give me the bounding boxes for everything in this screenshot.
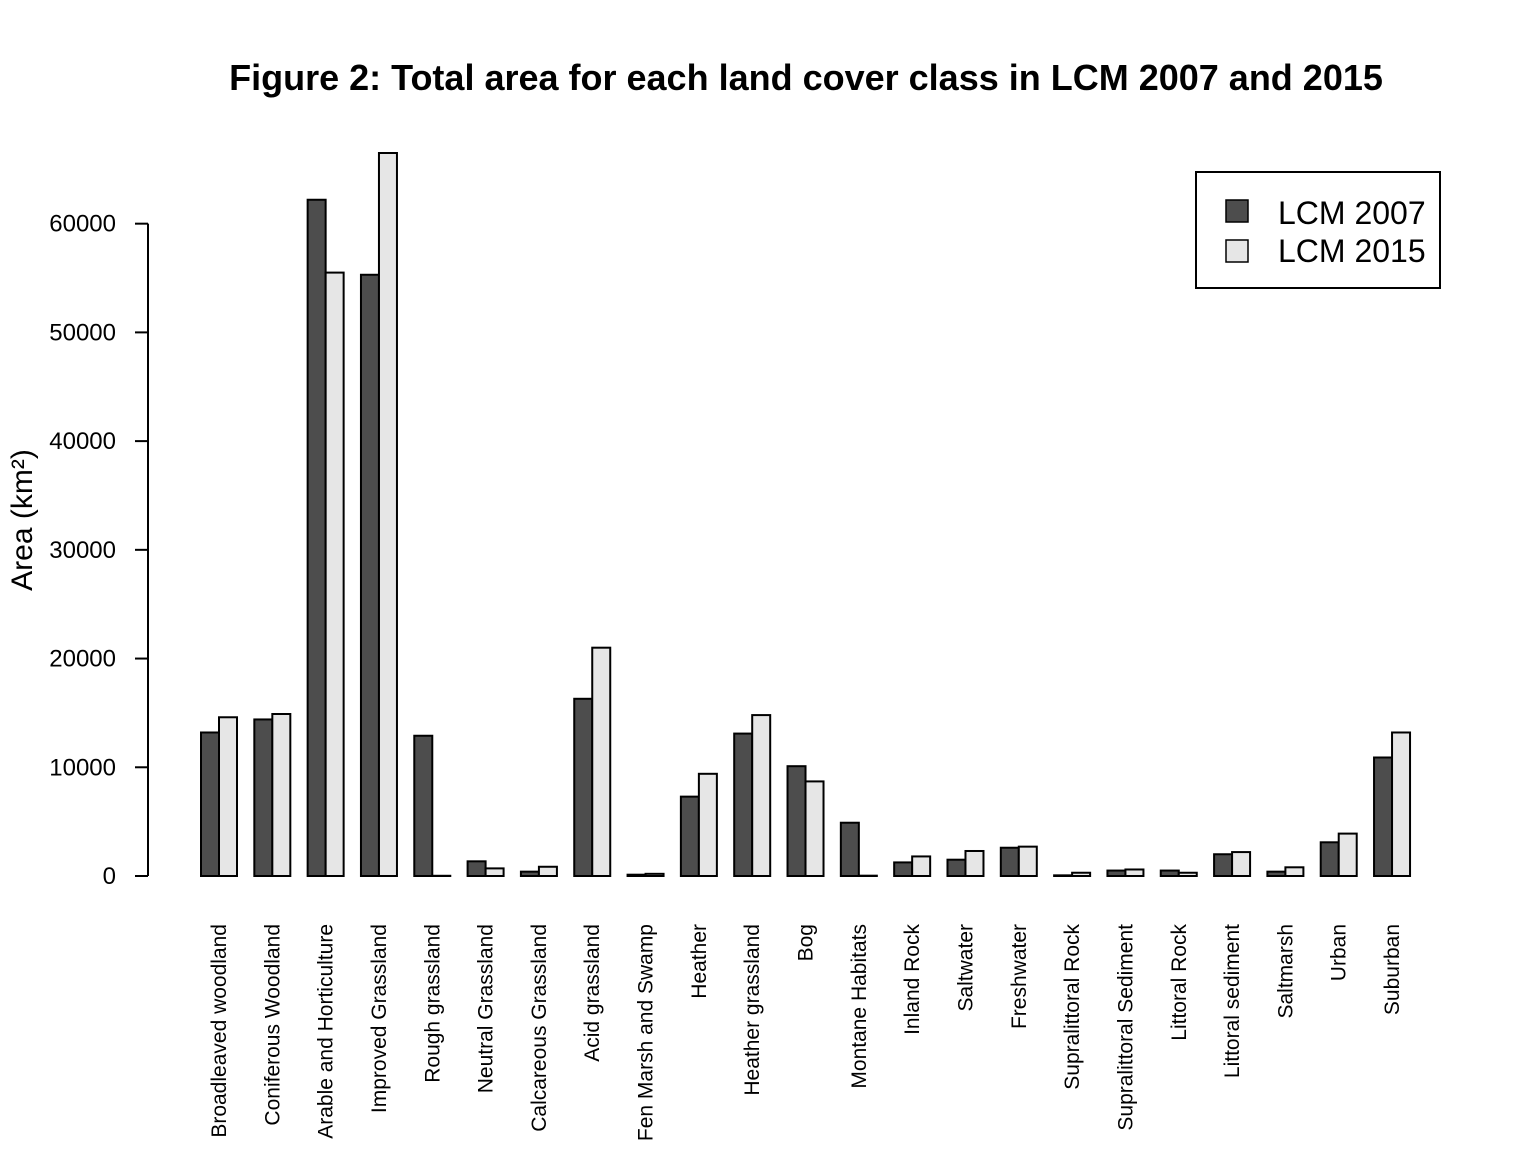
bar-lcm-2007-calcareous-grassland <box>519 870 540 877</box>
bar-lcm-2007-littoral-rock <box>1159 869 1180 877</box>
x-tick-label: Coniferous Woodland <box>261 924 284 1126</box>
x-tick-label: Inland Rock <box>901 924 924 1035</box>
legend-label-lcm-2007: LCM 2007 <box>1278 195 1426 231</box>
bar-lcm-2007-freshwater <box>999 846 1020 878</box>
bar-lcm-2007-saltmarsh <box>1266 870 1287 877</box>
x-tick-label: Arable and Horticulture <box>315 924 338 1139</box>
bar-lcm-2015-heather-grassland <box>751 714 772 877</box>
bar-lcm-2007-neutral-grassland <box>466 860 487 878</box>
x-tick-label: Saltmarsh <box>1274 924 1297 1019</box>
bar-lcm-2015-heather <box>697 772 718 878</box>
x-tick-label: Neutral Grassland <box>475 924 498 1093</box>
bar-lcm-2015-supralittoral-sediment <box>1124 868 1145 877</box>
bar-lcm-2015-saltmarsh <box>1284 866 1305 877</box>
x-tick-label: Calcareous Grassland <box>528 924 551 1132</box>
bar-lcm-2015-suburban <box>1391 731 1412 878</box>
bar-lcm-2015-improved-grassland <box>377 152 398 877</box>
y-tick-label: 0 <box>103 863 116 890</box>
bar-lcm-2015-saltwater <box>964 849 985 877</box>
bar-lcm-2007-heather-grassland <box>733 732 754 878</box>
x-tick-label: Suburban <box>1381 924 1404 1015</box>
legend-label-lcm-2015: LCM 2015 <box>1278 233 1426 269</box>
chart-title: Figure 2: Total area for each land cover… <box>229 57 1383 98</box>
x-tick-label: Supralittoral Rock <box>1061 924 1084 1090</box>
bar-lcm-2007-inland-rock <box>893 861 914 878</box>
bar-lcm-2007-supralittoral-sediment <box>1106 869 1127 877</box>
bar-lcm-2015-littoral-sediment <box>1231 851 1252 877</box>
x-tick-label: Bog <box>795 924 818 961</box>
bar-lcm-2015-supralittoral-rock <box>1071 871 1092 877</box>
bar-lcm-2007-saltwater <box>946 858 967 877</box>
x-tick-label: Littoral Rock <box>1168 924 1191 1041</box>
bar-lcm-2015-littoral-rock <box>1177 871 1198 877</box>
bar-lcm-2007-acid-grassland <box>573 697 594 877</box>
y-tick-label: 40000 <box>49 428 116 455</box>
bar-lcm-2007-rough-grassland <box>413 734 434 878</box>
bar-lcm-2007-fen-marsh-and-swamp <box>626 873 647 877</box>
bar-lcm-2007-broadleaved-woodland <box>200 731 220 878</box>
x-tick-label: Acid grassland <box>581 924 604 1062</box>
y-axis: 0 10000 20000 30000 40000 50000 60000 <box>49 211 149 890</box>
bar-lcm-2007-urban <box>1319 841 1340 878</box>
y-tick-label: 20000 <box>49 646 116 673</box>
x-tick-label: Saltwater <box>954 924 977 1012</box>
bar-lcm-2007-arable-and-horticulture <box>306 198 327 878</box>
y-tick-label: 30000 <box>49 537 116 564</box>
legend: LCM 2007 LCM 2015 <box>1195 171 1441 289</box>
bar-lcm-2015-calcareous-grassland <box>537 865 558 878</box>
bar-lcm-2007-supralittoral-rock <box>1053 874 1074 877</box>
x-tick-label: Supralittoral Sediment <box>1114 924 1137 1131</box>
x-tick-label: Broadleaved woodland <box>208 924 231 1138</box>
bar-lcm-2015-neutral-grassland <box>484 867 505 877</box>
x-tick-label: Rough grassland <box>421 924 444 1083</box>
y-axis-label: Area (km²) <box>6 449 39 591</box>
bar-lcm-2007-bog <box>786 765 807 877</box>
legend-swatch-lcm-2015 <box>1225 239 1249 263</box>
x-tick-label: Heather <box>688 924 711 999</box>
y-tick-label: 60000 <box>49 211 116 238</box>
bars <box>200 152 1412 878</box>
x-tick-label: Improved Grassland <box>368 924 391 1113</box>
y-tick-label: 10000 <box>49 754 116 781</box>
y-tick-label: 50000 <box>49 319 116 346</box>
bar-lcm-2015-broadleaved-woodland <box>218 716 238 878</box>
bar-lcm-2015-urban <box>1337 832 1358 878</box>
bar-lcm-2007-montane-habitats <box>839 821 860 878</box>
bar-lcm-2015-arable-and-horticulture <box>324 271 345 877</box>
bar-lcm-2007-littoral-sediment <box>1213 853 1234 877</box>
bar-lcm-2007-suburban <box>1373 756 1394 877</box>
x-tick-label: Littoral sediment <box>1221 924 1244 1078</box>
bar-lcm-2015-inland-rock <box>911 855 932 877</box>
bar-lcm-2015-fen-marsh-and-swamp <box>644 872 665 877</box>
bar-lcm-2015-coniferous-woodland <box>271 713 292 877</box>
bar-lcm-2015-acid-grassland <box>591 646 612 877</box>
legend-box <box>1195 171 1441 289</box>
bar-lcm-2007-heather <box>679 795 700 877</box>
x-tick-label: Heather grassland <box>741 924 764 1096</box>
x-tick-label: Freshwater <box>1008 924 1031 1029</box>
x-tick-label: Urban <box>1328 924 1351 981</box>
x-tick-label: Fen Marsh and Swamp <box>635 924 658 1141</box>
x-tick-label: Montane Habitats <box>848 924 871 1089</box>
legend-swatch-lcm-2007 <box>1225 199 1249 223</box>
bar-lcm-2015-bog <box>804 780 825 878</box>
bar-lcm-2015-freshwater <box>1017 845 1038 878</box>
x-axis-tick-labels: Broadleaved woodland Coniferous Woodland A… <box>208 924 1404 1142</box>
bar-lcm-2007-coniferous-woodland <box>253 718 274 878</box>
bar-lcm-2007-improved-grassland <box>359 273 380 877</box>
